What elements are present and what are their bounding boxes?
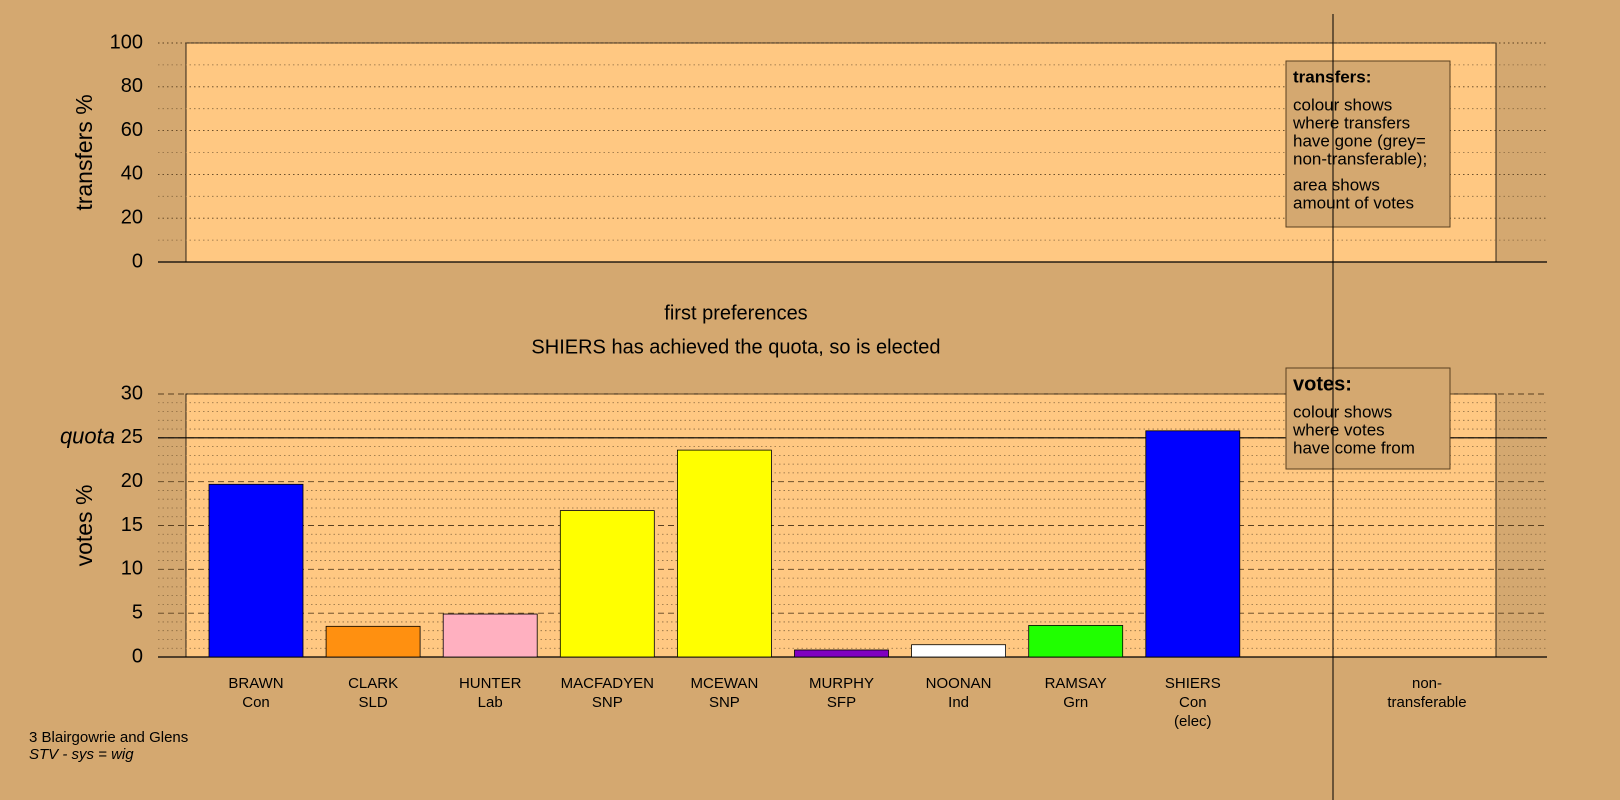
note-line: have gone (grey= xyxy=(1293,131,1426,150)
y-tick-label: 15 xyxy=(121,514,143,536)
x-tick-label: RAMSAY Grn xyxy=(1045,675,1107,711)
note-line: where votes xyxy=(1292,420,1385,439)
note-line: amount of votes xyxy=(1293,193,1414,212)
quota-label: quota xyxy=(60,424,115,449)
bar xyxy=(1145,430,1241,658)
footer-system: STV - sys = wig xyxy=(29,746,134,763)
note-line: area shows xyxy=(1293,175,1380,194)
bar xyxy=(677,449,772,658)
bar xyxy=(208,483,304,658)
bar xyxy=(794,649,889,658)
y-tick-label: 5 xyxy=(132,601,143,623)
footer-constituency: 3 Blairgowrie and Glens xyxy=(29,729,188,746)
note-line: where transfers xyxy=(1292,113,1410,132)
y-tick-label: 25 xyxy=(121,426,143,448)
y-tick-label: 10 xyxy=(121,558,143,580)
x-tick-label: SHIERS Con (elec) xyxy=(1165,675,1221,730)
note-title: transfers: xyxy=(1293,67,1371,86)
y-axis-label: transfers % xyxy=(71,94,97,210)
bar xyxy=(559,510,655,658)
note-box xyxy=(1285,367,1451,470)
x-tick-label: MACFADYEN SNP xyxy=(561,675,654,711)
y-tick-label: 20 xyxy=(121,470,143,492)
bar xyxy=(911,644,1006,658)
note-box xyxy=(1285,60,1451,228)
bar xyxy=(442,613,538,658)
note-line: colour shows xyxy=(1293,95,1392,114)
bar xyxy=(1028,625,1124,658)
chart-title: first preferences xyxy=(664,302,807,324)
x-tick-label: MCEWAN SNP xyxy=(691,675,759,711)
y-axis-label: votes % xyxy=(71,485,97,567)
y-tick-label: 0 xyxy=(132,250,143,272)
x-tick-label: HUNTER Lab xyxy=(459,675,522,711)
x-tick-label: NOONAN Ind xyxy=(926,675,992,711)
x-tick-label: MURPHY SFP xyxy=(809,675,874,711)
x-tick-label: CLARK SLD xyxy=(348,675,398,711)
bar xyxy=(325,625,421,658)
y-tick-label: 0 xyxy=(132,645,143,667)
y-tick-label: 100 xyxy=(110,31,143,53)
y-tick-label: 80 xyxy=(121,75,143,97)
y-tick-label: 40 xyxy=(121,163,143,185)
x-tick-label: non-transferable xyxy=(1387,675,1466,711)
y-tick-label: 30 xyxy=(121,382,143,404)
note-line: non-transferable); xyxy=(1293,149,1427,168)
plot-area xyxy=(185,42,1497,263)
y-tick-label: 20 xyxy=(121,206,143,228)
y-tick-label: 60 xyxy=(121,119,143,141)
note-line: have come from xyxy=(1293,438,1415,457)
note-title: votes: xyxy=(1293,373,1352,395)
chart-subtitle: SHIERS has achieved the quota, so is ele… xyxy=(531,336,940,358)
note-line: colour shows xyxy=(1293,402,1392,421)
x-tick-label: BRAWN Con xyxy=(228,675,283,711)
